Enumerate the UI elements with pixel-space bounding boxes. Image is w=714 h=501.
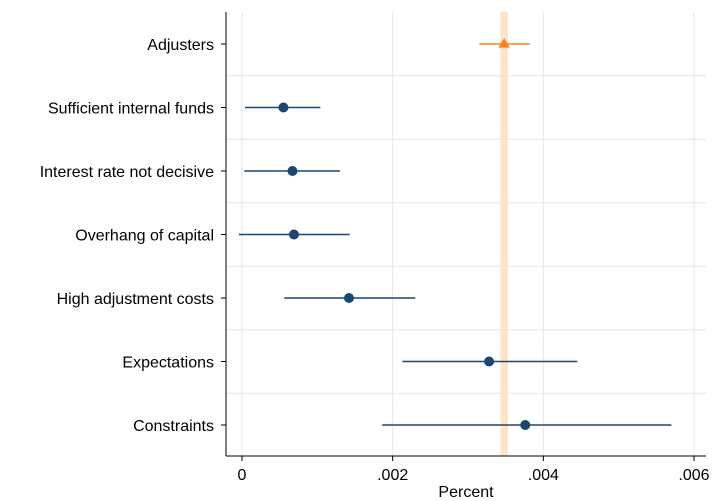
category-label: High adjustment costs bbox=[57, 291, 214, 308]
data-marks bbox=[238, 38, 672, 430]
category-label: Expectations bbox=[122, 355, 214, 372]
category-labels: Adjusters Sufficient internal funds Intere… bbox=[40, 37, 226, 435]
point-estimate bbox=[278, 102, 289, 113]
reference-band bbox=[500, 12, 508, 456]
x-tick-label: .002 bbox=[377, 467, 408, 484]
point-estimate-triangle bbox=[498, 38, 510, 48]
category-label: Sufficient internal funds bbox=[48, 101, 214, 118]
x-tick-label: 0 bbox=[238, 467, 247, 484]
point-estimate bbox=[288, 229, 299, 240]
x-axis-title: Percent bbox=[438, 484, 494, 501]
point-estimate bbox=[287, 166, 298, 176]
x-ticks: 0 .002 .004 .006 bbox=[238, 456, 710, 484]
category-label: Overhang of capital bbox=[75, 228, 214, 245]
x-tick-label: .004 bbox=[528, 467, 559, 484]
x-tick-label: .006 bbox=[678, 467, 709, 484]
category-label: Interest rate not decisive bbox=[40, 164, 214, 181]
point-estimate bbox=[343, 293, 354, 303]
point-estimate bbox=[484, 356, 495, 367]
point-estimate bbox=[520, 420, 531, 430]
category-label: Adjusters bbox=[147, 37, 214, 54]
reference-band-layer bbox=[500, 12, 508, 456]
category-label: Constraints bbox=[133, 418, 214, 435]
grid-layer bbox=[226, 12, 706, 456]
